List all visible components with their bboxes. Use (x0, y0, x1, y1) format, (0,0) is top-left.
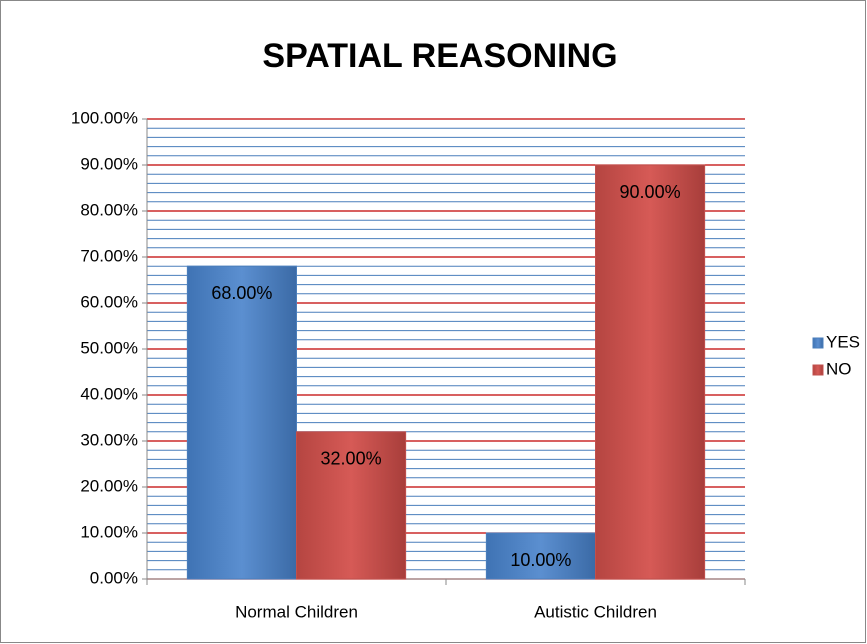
value-label: 68.00% (211, 283, 272, 303)
bar (485, 532, 596, 580)
value-label: 32.00% (321, 449, 382, 469)
legend-swatch (812, 337, 824, 349)
bar (186, 265, 298, 580)
chart-title: SPATIAL REASONING (262, 37, 617, 75)
y-tick-label: 50.00% (80, 338, 138, 357)
value-label: 10.00% (510, 550, 571, 570)
y-tick-label: 70.00% (80, 246, 138, 265)
y-tick-label: 90.00% (80, 154, 138, 173)
y-tick-label: 60.00% (80, 292, 138, 311)
legend-label: NO (826, 359, 852, 378)
x-tick-label: Normal Children (235, 602, 358, 621)
legend-label: YES (826, 332, 860, 351)
y-tick-label: 30.00% (80, 430, 138, 449)
x-tick-label: Autistic Children (534, 602, 657, 621)
value-label: 90.00% (620, 182, 681, 202)
y-tick-label: 0.00% (90, 568, 138, 587)
y-tick-label: 20.00% (80, 476, 138, 495)
y-tick-label: 10.00% (80, 522, 138, 541)
bar (296, 431, 407, 580)
y-tick-label: 40.00% (80, 384, 138, 403)
y-tick-label: 100.00% (71, 108, 138, 127)
legend-swatch (812, 364, 824, 376)
bar (595, 164, 706, 580)
y-tick-label: 80.00% (80, 200, 138, 219)
